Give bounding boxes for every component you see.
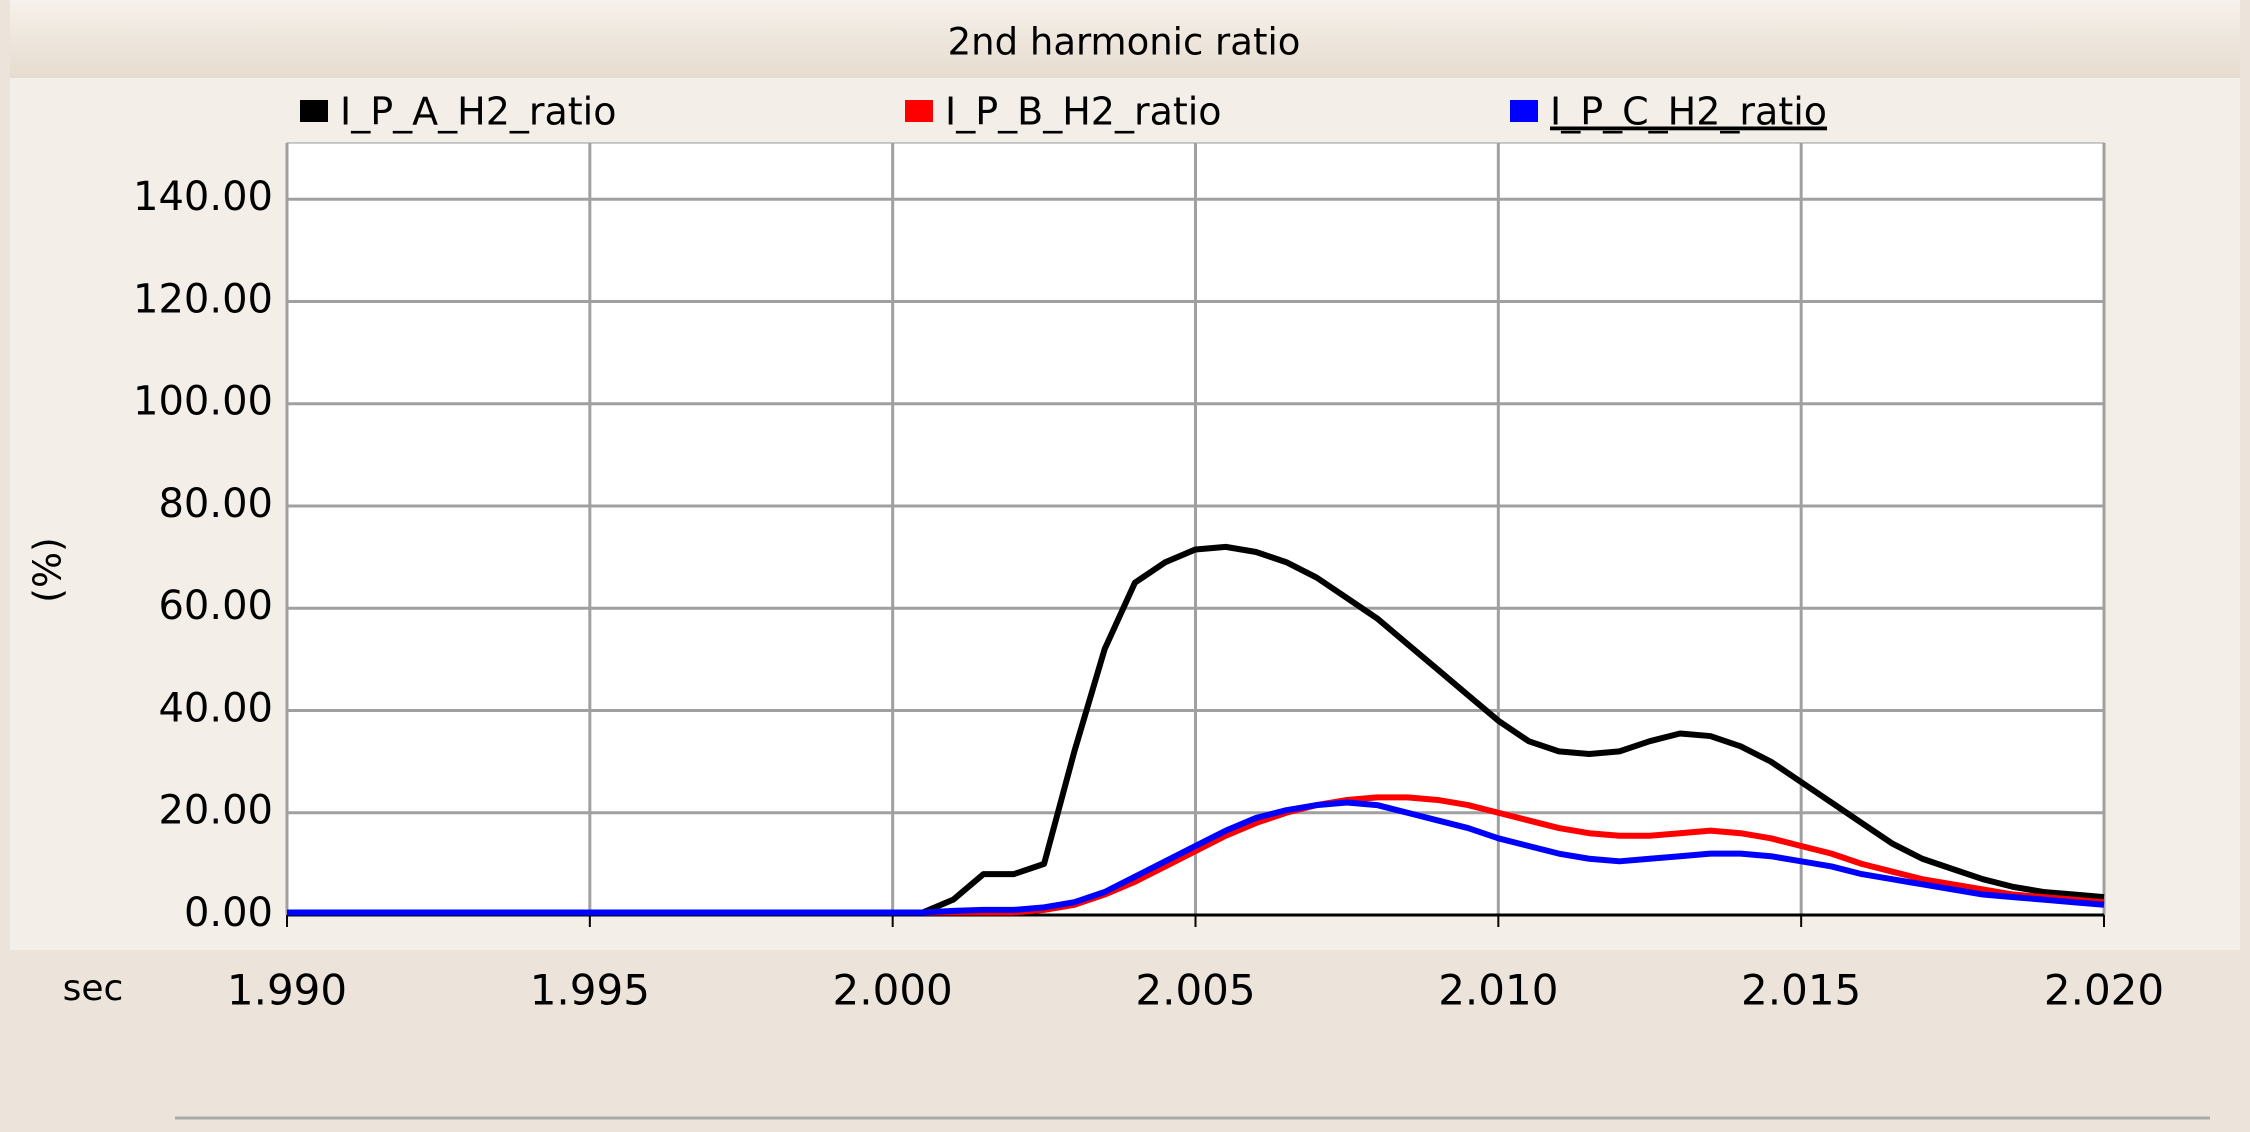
x-tick-label: 1.995 xyxy=(530,966,650,1015)
y-tick-label: 40.00 xyxy=(158,685,273,731)
legend-swatch xyxy=(1510,100,1538,122)
legend: I_P_A_H2_ratio I_P_B_H2_ratio I_P_C_H2_rat… xyxy=(300,90,1827,134)
x-tick-label: 2.010 xyxy=(1438,966,1558,1015)
y-tick-label: 80.00 xyxy=(158,481,273,527)
legend-swatch xyxy=(905,100,933,122)
y-axis-label: (%) xyxy=(26,537,70,603)
x-axis-label: sec xyxy=(63,968,124,1009)
y-tick-label: 120.00 xyxy=(133,276,273,322)
y-tick-label: 100.00 xyxy=(133,379,273,425)
x-tick-label: 2.020 xyxy=(2044,966,2164,1015)
x-tick-label: 2.000 xyxy=(833,966,953,1015)
legend-label: I_P_C_H2_ratio xyxy=(1550,90,1827,134)
legend-label: I_P_A_H2_ratio xyxy=(340,90,616,134)
legend-label: I_P_B_H2_ratio xyxy=(945,90,1222,134)
x-tick-label: 2.005 xyxy=(1135,966,1255,1015)
y-tick-label: 20.00 xyxy=(158,788,273,834)
y-tick-label: 60.00 xyxy=(158,583,273,629)
title-bar xyxy=(10,0,2240,78)
series-line xyxy=(287,543,2105,916)
series-line xyxy=(287,799,2105,916)
legend-swatch xyxy=(300,100,328,122)
y-tick-label: 0.00 xyxy=(184,890,273,936)
chart-title: 2nd harmonic ratio xyxy=(948,21,1301,64)
x-tick-label: 2.015 xyxy=(1741,966,1861,1015)
y-tick-label: 140.00 xyxy=(133,174,273,220)
x-tick-label: 1.990 xyxy=(227,966,347,1015)
